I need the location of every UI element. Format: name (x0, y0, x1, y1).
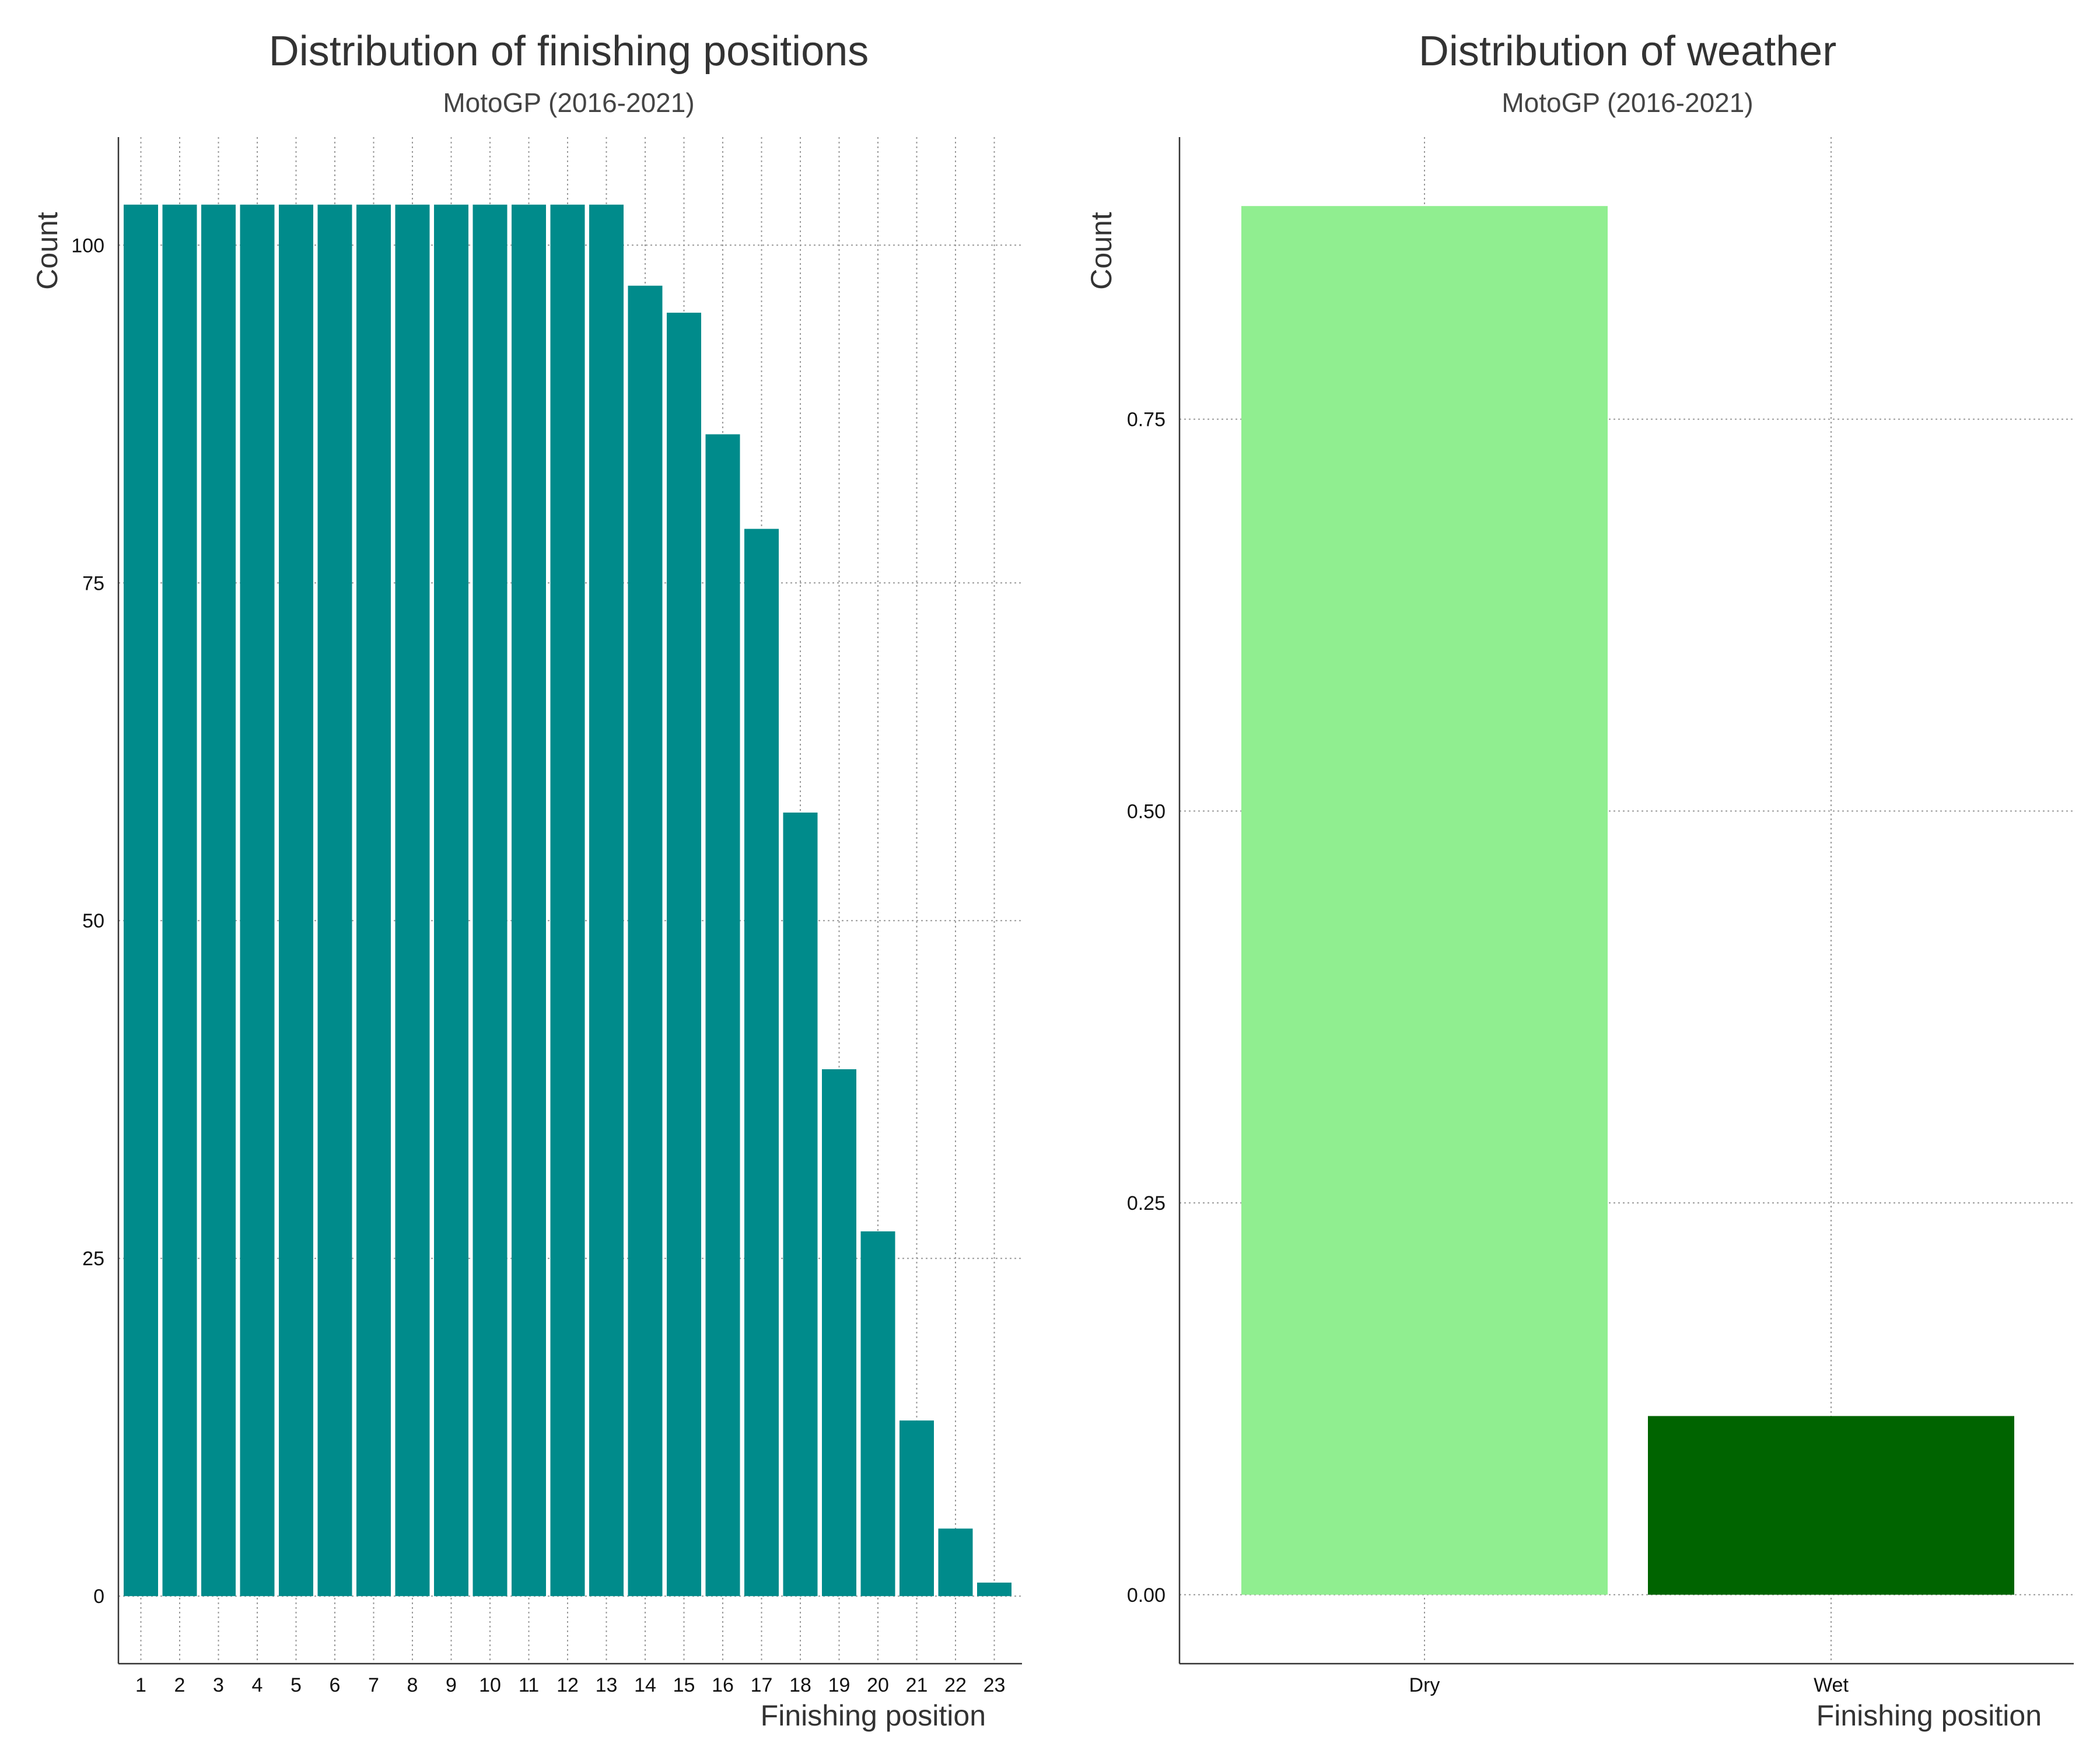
chart-title: Distribution of finishing positions (269, 28, 869, 75)
x-tick-label: 9 (446, 1674, 457, 1696)
bar-10 (473, 204, 508, 1597)
bar-12 (550, 204, 585, 1597)
x-tick-label: 5 (290, 1674, 302, 1696)
x-tick-label: 14 (634, 1674, 656, 1696)
bar-7 (356, 204, 391, 1597)
axis-lines (1178, 137, 2074, 1665)
bar-dry (1241, 206, 1608, 1595)
x-tick-label: Wet (1814, 1674, 1849, 1696)
y-tick-label: 25 (82, 1248, 104, 1270)
y-axis-title: Count (31, 212, 64, 290)
x-tick-label: 22 (944, 1674, 967, 1696)
x-tick-label: 13 (596, 1674, 618, 1696)
x-tick-label: 8 (407, 1674, 418, 1696)
axis-lines (117, 137, 1022, 1665)
x-tick-label: 2 (174, 1674, 186, 1696)
chart-subtitle: MotoGP (2016-2021) (443, 88, 694, 118)
y-tick-label: 0 (93, 1586, 104, 1608)
x-tick-label: 17 (751, 1674, 773, 1696)
x-tick-label: 10 (479, 1674, 501, 1696)
bars-layer (124, 204, 1012, 1597)
weather-chart: Distribution of weather MotoGP (2016-202… (1085, 28, 2074, 1732)
x-tick-label: 1 (135, 1674, 146, 1696)
bar-22 (938, 1528, 973, 1597)
bar-14 (628, 285, 663, 1597)
bar-20 (860, 1231, 895, 1597)
bar-5 (279, 204, 313, 1597)
x-tick-label: 3 (213, 1674, 224, 1696)
x-tick-label: 16 (712, 1674, 734, 1696)
bar-11 (512, 204, 546, 1597)
y-tick-label: 100 (71, 235, 104, 257)
bar-2 (162, 204, 197, 1597)
x-tick-label: 21 (906, 1674, 928, 1696)
x-tick-label: 18 (789, 1674, 811, 1696)
y-tick-label: 0.25 (1127, 1192, 1166, 1214)
x-tick-label: 12 (556, 1674, 579, 1696)
x-tick-label: 23 (984, 1674, 1006, 1696)
y-tick-label: 0.50 (1127, 800, 1166, 822)
bar-21 (900, 1420, 934, 1597)
y-tick-labels: 0 25 50 75 100 (71, 235, 104, 1608)
bar-6 (317, 204, 352, 1597)
bar-15 (667, 313, 701, 1597)
bar-19 (822, 1069, 856, 1597)
bar-9 (434, 204, 468, 1597)
bar-4 (240, 204, 275, 1597)
x-tick-label: 11 (519, 1674, 539, 1696)
bar-3 (201, 204, 236, 1597)
bar-23 (977, 1583, 1012, 1597)
bar-17 (744, 528, 779, 1597)
finishing-positions-chart: Distribution of finishing positions Moto… (31, 28, 1022, 1732)
x-tick-label: 7 (368, 1674, 379, 1696)
x-tick-label: 19 (828, 1674, 850, 1696)
y-tick-label: 0.00 (1127, 1584, 1166, 1606)
x-tick-labels: Dry Wet (1409, 1674, 1849, 1696)
y-tick-label: 50 (82, 910, 104, 932)
y-tick-label: 75 (82, 572, 104, 594)
bar-16 (705, 434, 740, 1597)
x-tick-labels: 1 2 3 4 5 6 7 8 9 10 11 12 13 14 15 16 17 18 19 20 21 22 23 (135, 1674, 1005, 1696)
y-tick-label: 0.75 (1127, 409, 1166, 431)
chart-title: Distribution of weather (1419, 28, 1836, 75)
bar-1 (124, 204, 158, 1597)
chart-subtitle: MotoGP (2016-2021) (1502, 88, 1753, 118)
x-axis-title: Finishing position (761, 1699, 986, 1732)
bars-layer (1241, 206, 2014, 1595)
x-tick-label: Dry (1409, 1674, 1440, 1696)
bar-13 (589, 204, 624, 1597)
bar-18 (783, 812, 818, 1597)
x-axis-title: Finishing position (1817, 1699, 2042, 1732)
x-tick-label: 15 (673, 1674, 695, 1696)
x-tick-label: 20 (867, 1674, 889, 1696)
x-tick-label: 6 (330, 1674, 341, 1696)
x-tick-label: 4 (252, 1674, 263, 1696)
bar-8 (395, 204, 430, 1597)
y-axis-title: Count (1085, 212, 1118, 290)
y-tick-labels: 0.00 0.25 0.50 0.75 (1127, 409, 1166, 1606)
bar-wet (1648, 1416, 2014, 1595)
